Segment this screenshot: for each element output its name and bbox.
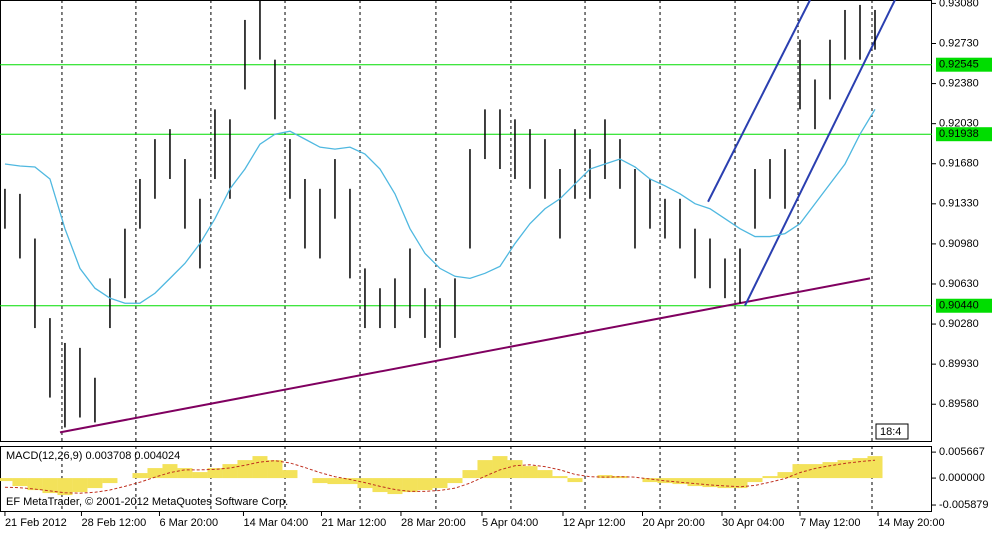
level-tag <box>936 298 992 313</box>
y-tick-label: 0.92380 <box>939 77 979 89</box>
macd-bar <box>402 478 418 493</box>
y-tick-label: 0.92030 <box>939 118 979 130</box>
x-tick-label: 20 Apr 20:00 <box>642 517 704 529</box>
macd-tick-label: 0.000000 <box>939 472 985 484</box>
x-tick-label: 5 Apr 04:00 <box>482 517 538 529</box>
moving-average <box>4 109 876 304</box>
macd-bar <box>672 478 688 485</box>
macd-bar <box>342 478 358 485</box>
macd-bar <box>72 478 88 493</box>
macd-bar <box>162 464 178 479</box>
y-tick-label: 0.93080 <box>939 0 979 9</box>
macd-bar <box>447 478 463 484</box>
macd-bar <box>597 475 613 479</box>
macd-bar <box>432 478 448 489</box>
macd-bar <box>192 472 208 479</box>
macd-bar <box>87 478 103 489</box>
macd-bar <box>252 456 268 479</box>
macd-bar <box>747 478 763 483</box>
macd-bar <box>567 478 583 483</box>
x-tick-label: 6 Mar 20:00 <box>159 517 218 529</box>
x-tick-label: 28 Feb 12:00 <box>81 517 146 529</box>
macd-bar <box>687 478 703 487</box>
macd-signal <box>4 459 876 494</box>
macd-bar <box>132 473 148 479</box>
x-tick-label: 14 May 20:00 <box>878 517 945 529</box>
x-tick-label: 21 Mar 12:00 <box>321 517 386 529</box>
macd-bar <box>642 478 658 483</box>
x-tick-label: 14 Mar 04:00 <box>243 517 308 529</box>
macd-bar <box>222 464 238 479</box>
y-tick-label: 0.90280 <box>939 318 979 330</box>
main-frame <box>0 0 932 442</box>
x-tick-label: 12 Apr 12:00 <box>563 517 625 529</box>
macd-bar <box>267 460 283 479</box>
x-tick-label: 28 Mar 20:00 <box>401 517 466 529</box>
macd-bar <box>102 478 118 484</box>
y-tick-label: 0.90980 <box>939 238 979 250</box>
level-tag <box>936 127 992 142</box>
y-tick-label: 0.91680 <box>939 158 979 170</box>
macd-tick-label: -0.005879 <box>939 499 989 511</box>
macd-bar <box>12 478 28 487</box>
y-tick-label: 0.89580 <box>939 398 979 410</box>
trend-line <box>744 0 896 307</box>
level-label: 0.91938 <box>939 128 979 140</box>
macd-bar <box>312 478 328 484</box>
macd-bar <box>837 460 853 479</box>
macd-label: MACD(12,26,9) 0.003708 0.004024 <box>6 450 180 462</box>
macd-bar <box>762 476 778 479</box>
trend-line <box>59 277 871 434</box>
macd-bar <box>477 460 493 479</box>
macd-bar <box>702 478 718 488</box>
macd-bar <box>327 478 343 485</box>
x-tick-label: 7 May 12:00 <box>800 517 861 529</box>
x-tick-label: 21 Feb 2012 <box>5 517 67 529</box>
y-tick-label: 0.90630 <box>939 278 979 290</box>
macd-bar <box>552 476 568 479</box>
macd-bar <box>177 468 193 479</box>
macd-bar <box>732 478 748 489</box>
macd-bar <box>822 462 838 479</box>
trend-line <box>707 0 811 203</box>
macd-bar <box>237 460 253 479</box>
macd-bar <box>852 458 868 479</box>
macd-bar <box>207 468 223 479</box>
macd-bar <box>807 464 823 479</box>
macd-bar <box>657 478 673 484</box>
level-tag <box>936 57 992 72</box>
macd-bar <box>147 468 163 479</box>
macd-bar <box>42 478 58 494</box>
clock-box <box>875 423 909 440</box>
macd-bar <box>27 478 43 491</box>
macd-bar <box>372 478 388 493</box>
y-tick-label: 0.89930 <box>939 358 979 370</box>
x-tick-label: 30 Apr 04:00 <box>722 517 784 529</box>
level-label: 0.92545 <box>939 59 979 71</box>
y-tick-label: 0.92730 <box>939 37 979 49</box>
y-tick-label: 0.91330 <box>939 198 979 210</box>
macd-bar <box>522 466 538 479</box>
macd-bar <box>417 478 433 491</box>
copyright: EF MetaTrader, © 2001-2012 MetaQuotes So… <box>6 496 288 508</box>
macd-bar <box>777 472 793 479</box>
macd-bar <box>717 478 733 489</box>
macd-bar <box>492 456 508 479</box>
macd-bar <box>867 456 883 479</box>
macd-bar <box>462 470 478 479</box>
macd-tick-label: 0.005667 <box>939 446 985 458</box>
macd-bar <box>57 478 73 496</box>
level-label: 0.90440 <box>939 300 979 312</box>
macd-bar <box>282 470 298 479</box>
clock: 18:4 <box>880 426 901 438</box>
macd-bar <box>387 478 403 495</box>
macd-bar <box>0 478 13 482</box>
macd-bar <box>537 470 553 479</box>
macd-bar <box>612 476 628 479</box>
macd-bar <box>507 460 523 479</box>
